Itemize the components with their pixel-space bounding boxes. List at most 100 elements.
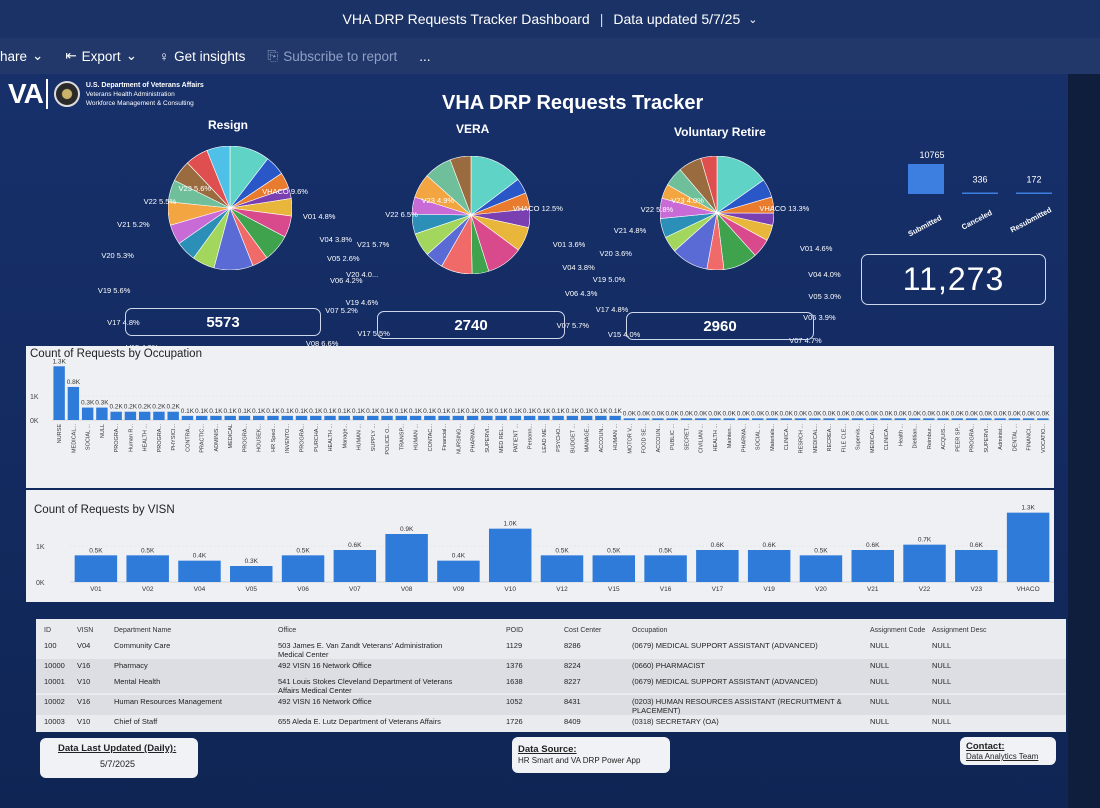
bar[interactable] [908, 418, 921, 420]
bar[interactable] [747, 550, 791, 582]
bar[interactable] [955, 550, 998, 582]
bar[interactable] [153, 411, 165, 420]
bar[interactable] [540, 555, 584, 582]
bar[interactable] [381, 415, 393, 420]
bar[interactable] [609, 415, 621, 420]
bar[interactable] [623, 418, 636, 420]
visn-bar-chart[interactable]: 1K 0K 0.5K V01 0.5K V02 0.4K V04 0.3K V05 0.5K V06 0… [26, 490, 1054, 602]
pie-slice[interactable] [206, 146, 231, 209]
bar[interactable] [74, 555, 118, 582]
bar[interactable] [866, 418, 878, 420]
bar[interactable] [566, 415, 579, 420]
bar[interactable] [367, 415, 379, 420]
bar[interactable] [694, 418, 707, 420]
bar[interactable] [437, 560, 480, 582]
bar[interactable] [980, 418, 992, 420]
bar[interactable] [766, 418, 778, 420]
bar[interactable] [794, 418, 807, 420]
bar[interactable] [167, 411, 179, 420]
bar[interactable] [352, 415, 365, 420]
submitted-bar[interactable] [908, 164, 944, 194]
more-options-button[interactable]: ... [419, 48, 431, 64]
col-header-office[interactable]: Office [278, 627, 297, 634]
bar[interactable] [538, 415, 550, 420]
bar[interactable] [409, 415, 422, 420]
bar[interactable] [951, 418, 964, 420]
bar[interactable] [523, 415, 536, 420]
bar[interactable] [253, 415, 265, 420]
bar[interactable] [310, 415, 322, 420]
occupation-bar-chart[interactable]: 1K 0K 1.3K NURSE 0.8K MEDICAL... 0.3K SOCIAL ..… [26, 346, 1054, 488]
col-header-visn[interactable]: VISN [77, 627, 94, 634]
bar[interactable] [438, 415, 450, 420]
col-header-id[interactable]: ID [44, 627, 51, 634]
bar[interactable] [837, 418, 849, 420]
bar[interactable] [903, 544, 946, 582]
bar[interactable] [195, 415, 208, 420]
bar[interactable] [752, 418, 764, 420]
bar[interactable] [452, 415, 465, 420]
contact-link[interactable]: Data Analytics Team [966, 752, 1039, 761]
pie-slice[interactable] [449, 156, 472, 216]
bar[interactable] [295, 415, 308, 420]
bar[interactable] [81, 407, 94, 420]
bar[interactable] [224, 415, 236, 420]
bar[interactable] [851, 550, 894, 582]
bar[interactable] [385, 534, 428, 582]
col-header-poid[interactable]: POID [506, 627, 524, 634]
bar[interactable] [96, 407, 108, 420]
bar[interactable] [880, 418, 892, 420]
bar[interactable] [923, 418, 935, 420]
resubmitted-bar[interactable] [1016, 192, 1052, 195]
bar[interactable] [110, 411, 122, 420]
pie-slice[interactable] [716, 196, 774, 214]
bar[interactable] [644, 555, 687, 582]
col-header-assignment-code[interactable]: Assignment Code [870, 627, 926, 634]
bar[interactable] [126, 555, 169, 582]
bar[interactable] [495, 415, 507, 420]
chevron-down-icon[interactable]: ⌄ [748, 13, 758, 26]
bar[interactable] [267, 415, 279, 420]
bar[interactable] [138, 411, 151, 420]
bar[interactable] [281, 415, 293, 420]
bar[interactable] [338, 415, 350, 420]
bar[interactable] [723, 418, 735, 420]
bar[interactable] [780, 418, 792, 420]
bar[interactable] [210, 415, 222, 420]
bar[interactable] [552, 415, 564, 420]
bar[interactable] [509, 415, 522, 420]
bar[interactable] [937, 418, 949, 420]
bar[interactable] [1006, 512, 1050, 582]
get-insights-button[interactable]: ♀ Get insights [159, 49, 245, 64]
bar[interactable] [595, 415, 607, 420]
bar[interactable] [230, 566, 273, 582]
col-header-department[interactable]: Department Name [114, 627, 172, 634]
bar[interactable] [238, 415, 251, 420]
bar[interactable] [709, 418, 721, 420]
bar[interactable] [53, 366, 65, 420]
bar[interactable] [181, 415, 194, 420]
bar[interactable] [580, 415, 593, 420]
bar[interactable] [851, 418, 864, 420]
bar[interactable] [652, 418, 664, 420]
bar[interactable] [424, 415, 436, 420]
col-header-cost-center[interactable]: Cost Center [564, 627, 602, 634]
export-button[interactable]: ⇤ Export ⌄ [65, 48, 137, 64]
bar[interactable] [466, 415, 479, 420]
bar[interactable] [124, 411, 137, 420]
request-status-chart[interactable]: 10765 336 172 Submitted Canceled Resubmi… [884, 148, 1064, 258]
pie-chart-resign[interactable] [168, 146, 292, 270]
pie-slice[interactable] [470, 156, 519, 216]
bar[interactable] [809, 418, 821, 420]
bar[interactable] [894, 418, 907, 420]
bar[interactable] [637, 418, 650, 420]
bar[interactable] [1008, 418, 1021, 420]
bar[interactable] [1037, 418, 1049, 420]
bar[interactable] [178, 560, 221, 582]
bar[interactable] [333, 550, 377, 582]
bar[interactable] [481, 415, 493, 420]
bar[interactable] [592, 555, 636, 582]
subscribe-button[interactable]: ⎘ Subscribe to report [267, 48, 397, 64]
bar[interactable] [488, 528, 532, 582]
pie-chart-voluntary-retire[interactable] [660, 156, 774, 270]
